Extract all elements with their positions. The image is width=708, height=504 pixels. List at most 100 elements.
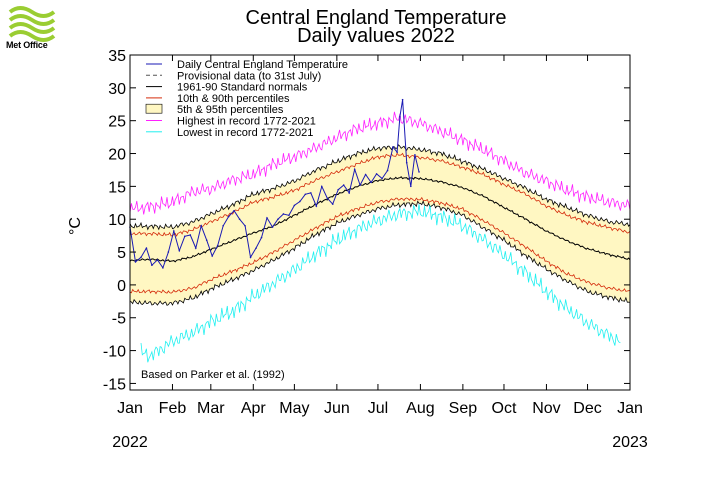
daily-point — [194, 247, 197, 249]
highest-record-line — [129, 111, 631, 215]
daily-point — [156, 259, 159, 261]
y-axis-label: °C — [67, 217, 84, 235]
daily-point — [282, 213, 285, 215]
daily-point — [227, 215, 230, 218]
daily-point — [211, 255, 213, 257]
daily-point — [178, 249, 181, 252]
daily-point — [299, 200, 301, 203]
plot-frame — [129, 54, 631, 391]
y-tick-label: 15 — [108, 179, 126, 196]
daily-point — [342, 184, 345, 186]
x-tick-label: Nov — [532, 400, 560, 417]
y-tick-label: 20 — [108, 147, 126, 164]
daily-point — [173, 230, 175, 232]
daily-point — [315, 205, 318, 207]
daily-point — [418, 171, 420, 173]
daily-point — [288, 214, 290, 217]
daily-point — [401, 98, 404, 101]
daily-point — [233, 209, 235, 212]
daily-point — [249, 256, 252, 259]
daily-point — [293, 204, 296, 207]
daily-point — [320, 185, 323, 188]
daily-point — [216, 244, 219, 247]
daily-point — [145, 247, 148, 249]
percentile-5-95-band — [130, 144, 630, 306]
chart-subtitle: Daily values 2022 — [297, 25, 455, 47]
source-annotation: Based on Parker et al. (1992) — [141, 369, 285, 381]
legend-label: Highest in record 1772-2021 — [177, 116, 316, 128]
daily-point — [200, 224, 203, 227]
daily-point — [244, 224, 246, 227]
daily-point — [255, 247, 257, 249]
daily-point — [399, 115, 401, 118]
met-office-logo — [6, 4, 62, 56]
daily-point — [359, 184, 361, 186]
x-tick-label: Sep — [449, 400, 478, 417]
x-tick-label: Jan — [117, 400, 143, 417]
y-tick-label: 35 — [108, 48, 126, 65]
logo-name: Met Office — [6, 40, 48, 50]
daily-point — [183, 235, 186, 238]
daily-point — [410, 185, 412, 188]
daily-point — [375, 173, 378, 175]
met-office-waves-icon — [8, 6, 56, 42]
daily-series-line — [129, 99, 420, 269]
y-tick-label: -15 — [103, 376, 126, 393]
p05-line — [129, 199, 631, 306]
y-tick-label: 30 — [108, 81, 126, 98]
legend-label: 1961-90 Standard normals — [177, 82, 308, 94]
y-tick-label: 5 — [117, 245, 126, 262]
y-tick-label: 10 — [108, 212, 126, 229]
year-start-label: 2022 — [112, 434, 148, 451]
daily-point — [304, 193, 307, 196]
daily-point — [222, 224, 224, 227]
p95-line — [129, 144, 631, 231]
daily-point — [277, 218, 279, 221]
x-tick-label: Apr — [241, 400, 267, 417]
x-tick-label: Oct — [492, 400, 517, 417]
legend-label: Lowest in record 1772-2021 — [177, 127, 313, 139]
y-tick-label: 25 — [108, 114, 126, 131]
x-tick-label: Jul — [368, 400, 388, 417]
daily-point — [266, 217, 268, 219]
p10-line — [129, 196, 631, 295]
daily-point — [405, 161, 408, 164]
daily-point — [151, 264, 153, 266]
daily-point — [134, 261, 137, 263]
y-tick-label: -10 — [103, 344, 126, 361]
daily-point — [381, 177, 383, 180]
daily-point — [310, 192, 312, 194]
daily-point — [370, 181, 372, 184]
p90-line — [129, 152, 631, 237]
daily-point — [396, 151, 398, 154]
daily-point — [271, 226, 274, 228]
legend-swatch — [145, 103, 163, 114]
daily-point — [167, 251, 170, 253]
legend-label: Daily Central England Temperature — [177, 59, 348, 71]
x-tick-label: Dec — [573, 400, 601, 417]
daily-point — [162, 267, 164, 269]
x-tick-label: Jun — [324, 400, 350, 417]
y-tick-label: -5 — [112, 311, 126, 328]
daily-point — [392, 146, 394, 148]
daily-point — [189, 234, 192, 236]
legend-label: 10th & 90th percentiles — [177, 93, 290, 105]
daily-point — [386, 169, 389, 172]
legend-label: 5th & 95th percentiles — [177, 104, 284, 116]
chart-title: Central England Temperature — [246, 7, 507, 29]
daily-point — [260, 236, 263, 239]
x-tick-label: Aug — [406, 400, 434, 417]
daily-point — [205, 239, 208, 242]
daily-point — [331, 203, 334, 205]
normal-line — [129, 176, 631, 263]
daily-point — [140, 256, 142, 259]
x-tick-label: Jan — [617, 400, 643, 417]
x-tick-label: May — [279, 400, 309, 417]
daily-point — [353, 168, 356, 171]
daily-point — [348, 192, 350, 194]
daily-point — [238, 218, 241, 221]
y-tick-label: 0 — [117, 278, 126, 295]
daily-point — [414, 154, 416, 156]
daily-point — [337, 188, 340, 191]
